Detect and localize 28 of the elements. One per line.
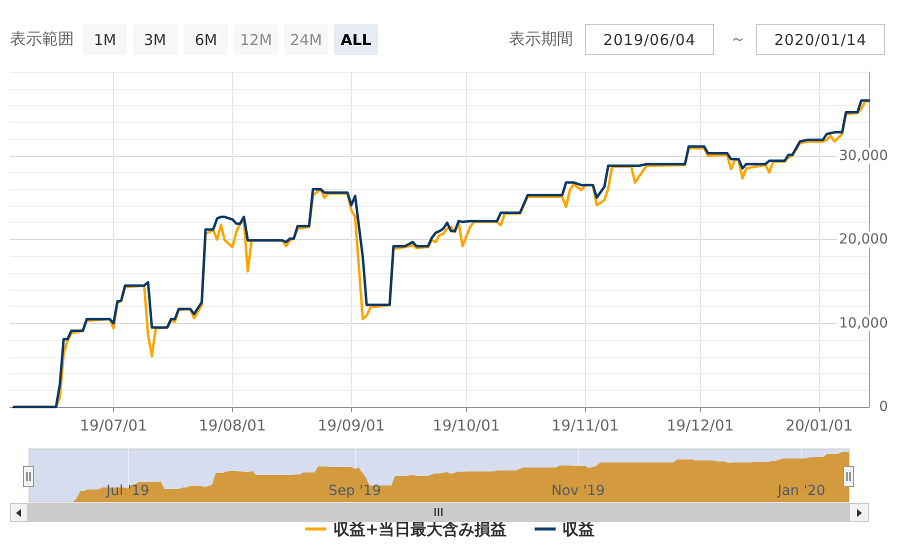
range-button: 12M (234, 24, 278, 55)
y-tick-label: 0 (879, 399, 888, 415)
date-field: 2019/06/04 (585, 24, 714, 55)
x-tick-label: 19/07/01 (80, 416, 148, 434)
x-tick-label: 20/01/01 (785, 416, 853, 434)
legend-label: 収益+当日最大含み損益 (333, 520, 507, 538)
x-tick-label: 19/10/01 (432, 416, 500, 434)
y-tick-label: 30,000 (839, 148, 888, 164)
x-tick-label: Nov '19 (551, 483, 605, 499)
range-button: ALL (334, 24, 378, 55)
legend-label: 収益 (562, 520, 595, 538)
x-tick-label: 19/11/01 (552, 416, 619, 434)
text: 表示期間 (509, 29, 573, 48)
date-field: 2020/01/14 (756, 24, 885, 55)
x-tick-label: Sep '19 (328, 483, 382, 499)
range-button: 1M (83, 24, 127, 55)
range-button: 24M (284, 24, 328, 55)
x-tick-label: Jul '19 (105, 483, 150, 499)
x-tick-label: 19/08/01 (198, 416, 266, 434)
y-tick-label: 20,000 (839, 232, 888, 248)
x-tick-label: 19/09/01 (318, 416, 385, 434)
x-tick-label: Jan '20 (776, 483, 826, 499)
text: 表示範囲 (10, 29, 74, 48)
y-tick-label: 10,000 (839, 315, 888, 332)
text: ～ (730, 29, 746, 48)
range-button: 6M (184, 24, 228, 55)
range-button: 3M (133, 24, 177, 55)
x-tick-label: 19/12/01 (666, 416, 734, 434)
